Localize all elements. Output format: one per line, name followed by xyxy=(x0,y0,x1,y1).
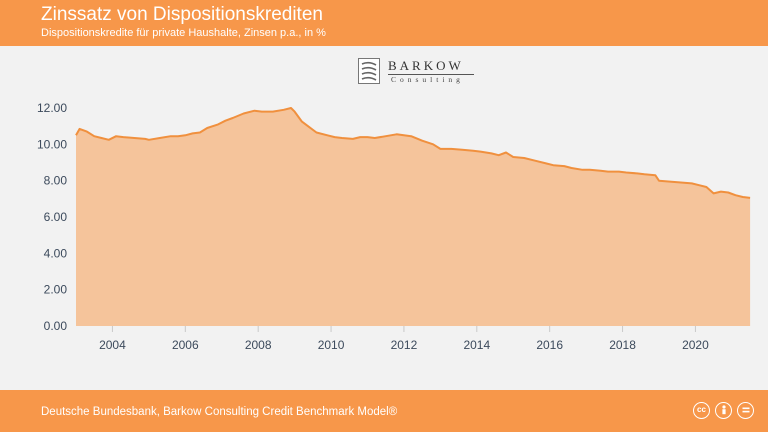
source-note: Deutsche Bundesbank, Barkow Consulting C… xyxy=(41,406,398,418)
x-axis: 2004 2006 2008 2010 2012 2014 2016 2018 2020 xyxy=(99,326,709,352)
footer-bar: Deutsche Bundesbank, Barkow Consulting C… xyxy=(0,390,768,432)
x-tick-label: 2020 xyxy=(682,338,709,352)
logo-subtitle: Consulting xyxy=(391,75,464,84)
y-tick-label: 2.00 xyxy=(44,283,68,297)
x-tick-label: 2008 xyxy=(245,338,272,352)
by-icon xyxy=(715,402,732,419)
cc-icon: cc xyxy=(693,402,710,419)
header-bar: Zinssatz von Dispositionskrediten Dispos… xyxy=(0,0,768,46)
y-tick-label: 10.00 xyxy=(37,137,67,151)
y-tick-label: 6.00 xyxy=(44,210,68,224)
y-tick-label: 0.00 xyxy=(44,319,68,333)
logo-divider xyxy=(388,74,474,75)
y-tick-label: 12.00 xyxy=(37,101,67,115)
logo-mark-icon xyxy=(358,58,380,84)
equals-icon xyxy=(737,402,754,419)
chart-subtitle: Dispositionskredite für private Haushalt… xyxy=(41,27,326,39)
y-tick-label: 8.00 xyxy=(44,174,68,188)
y-axis: 0.00 2.00 4.00 6.00 8.00 10.00 12.00 xyxy=(37,101,67,333)
x-tick-label: 2006 xyxy=(172,338,199,352)
series-line xyxy=(75,107,751,199)
y-tick-label: 4.00 xyxy=(44,246,68,260)
x-tick-label: 2010 xyxy=(318,338,345,352)
chart-title: Zinssatz von Dispositionskrediten xyxy=(41,4,323,25)
x-tick-label: 2014 xyxy=(463,338,490,352)
x-tick-label: 2018 xyxy=(609,338,636,352)
logo-wordmark: BARKOW xyxy=(388,58,464,73)
series-area xyxy=(76,108,751,326)
x-tick-label: 2004 xyxy=(99,338,126,352)
x-tick-label: 2012 xyxy=(391,338,418,352)
barkow-logo: BARKOW Consulting xyxy=(358,58,476,88)
x-tick-label: 2016 xyxy=(536,338,563,352)
